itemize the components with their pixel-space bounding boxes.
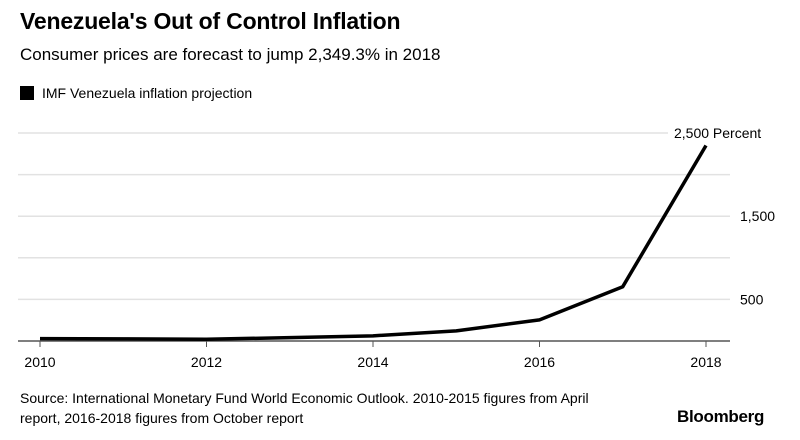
source-line-1: Source: International Monetary Fund Worl… [20,390,589,406]
y-tick-label: 1,500 [740,208,775,224]
bloomberg-logo: Bloomberg [677,407,765,426]
x-tick-label: 2014 [357,354,388,370]
y-tick-label: 2,500 Percent [674,125,761,141]
legend-label: IMF Venezuela inflation projection [42,85,253,101]
legend-swatch [20,86,34,100]
source-note: Source: International Monetary Fund Worl… [20,388,660,428]
source-line-2: report, 2016-2018 figures from October r… [20,410,304,426]
legend: IMF Venezuela inflation projection [20,85,252,101]
x-tick-label: 2018 [690,354,721,370]
x-tick-label: 2010 [24,354,55,370]
chart-subtitle: Consumer prices are forecast to jump 2,3… [20,45,441,64]
x-tick-label: 2012 [191,354,222,370]
y-tick-label: 500 [740,291,764,307]
x-tick-label: 2016 [524,354,555,370]
chart-title: Venezuela's Out of Control Inflation [20,8,401,34]
